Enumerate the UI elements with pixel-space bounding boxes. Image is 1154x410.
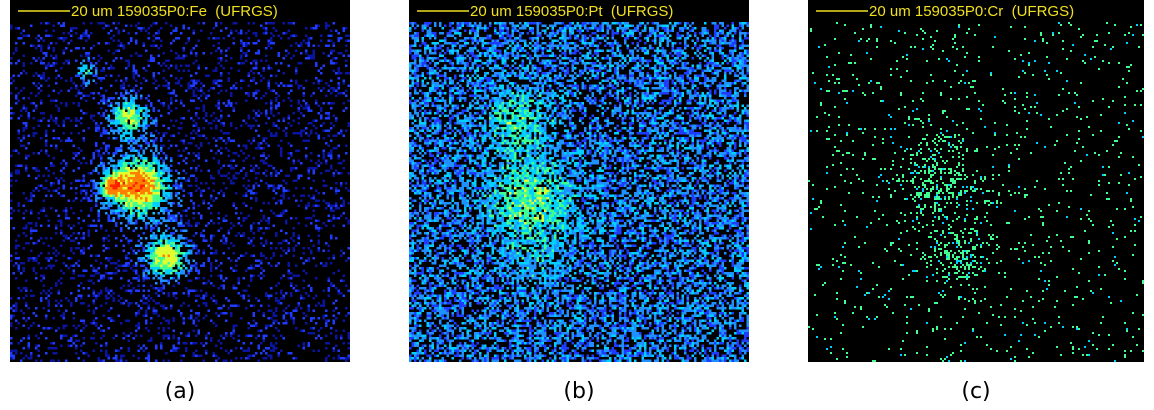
label-band bbox=[10, 0, 350, 20]
map-pixels bbox=[110, 179, 145, 192]
map-background bbox=[10, 0, 350, 362]
map-pixels bbox=[484, 92, 577, 277]
label-band bbox=[808, 0, 1144, 20]
map-pixels bbox=[506, 117, 549, 230]
map-pixels bbox=[105, 169, 170, 257]
scale-label: 20 um 159035P0:Pt (UFRGS) bbox=[470, 3, 673, 20]
map-pixels bbox=[409, 22, 749, 362]
map-pixels bbox=[105, 107, 178, 267]
scale-label: 20 um 159035P0:Fe (UFRGS) bbox=[71, 3, 278, 20]
panel-cr: 20 um 159035P0:Cr (UFRGS) (c) bbox=[808, 0, 1144, 404]
panel-fe: 20 um 159035P0:Fe (UFRGS) (a) bbox=[10, 0, 350, 404]
map-pixels bbox=[10, 22, 350, 362]
panel-pt: 20 um 159035P0:Pt (UFRGS) (b) bbox=[409, 0, 749, 404]
caption: (c) bbox=[961, 379, 990, 404]
label-band bbox=[409, 0, 749, 20]
scale-label: 20 um 159035P0:Cr (UFRGS) bbox=[869, 3, 1074, 20]
caption: (a) bbox=[165, 379, 196, 404]
map-pixels bbox=[10, 22, 350, 362]
map-pixels bbox=[77, 57, 195, 285]
map-pixels bbox=[808, 22, 1144, 362]
caption: (b) bbox=[563, 379, 594, 404]
